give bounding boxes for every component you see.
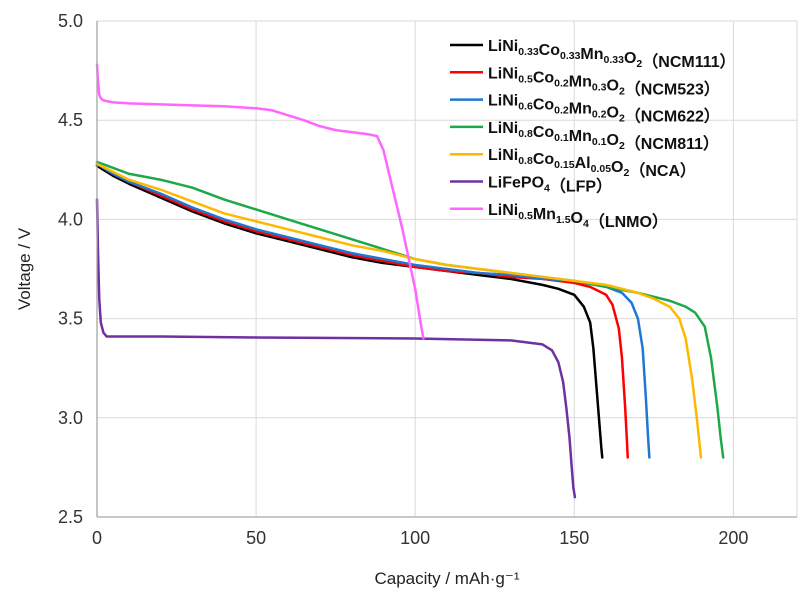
legend-label: LiNi0.8Co0.1Mn0.1O2（NCM811） (488, 120, 719, 153)
legend-label: LiNi0.8Co0.15Al0.05O2（NCA） (488, 147, 696, 180)
x-tick-label: 150 (559, 528, 589, 548)
y-tick-label: 5.0 (58, 11, 83, 31)
legend: LiNi0.33Co0.33Mn0.33O2（NCM111）LiNi0.5Co0… (450, 38, 736, 231)
y-tick-label: 2.5 (58, 507, 83, 527)
y-axis-label: Voltage / V (15, 227, 34, 310)
y-tick-label: 3.0 (58, 408, 83, 428)
series-line-4 (95, 162, 703, 459)
legend-item-2: LiNi0.6Co0.2Mn0.2O2（NCM622） (450, 93, 720, 126)
series-layer (95, 63, 725, 499)
x-tick-label: 100 (400, 528, 430, 548)
series-line-6 (95, 63, 425, 340)
x-tick-label: 200 (718, 528, 748, 548)
legend-item-0: LiNi0.33Co0.33Mn0.33O2（NCM111） (450, 38, 736, 71)
series-line-2 (95, 162, 651, 459)
series-line-1 (95, 162, 629, 459)
y-tick-label: 4.0 (58, 209, 83, 229)
axes (96, 21, 797, 518)
legend-label: LiFePO4（LFP） (488, 175, 612, 196)
tick-labels: 0 50 100 150 200 2.5 3.0 3.5 4.0 4.5 5.0 (58, 11, 748, 548)
legend-item-6: LiNi0.5Mn1.5O4（LNMO） (450, 202, 668, 231)
grid (97, 20, 798, 517)
series-line-5 (95, 198, 577, 499)
x-tick-label: 0 (92, 528, 102, 548)
legend-label: LiNi0.33Co0.33Mn0.33O2（NCM111） (488, 38, 736, 71)
legend-item-5: LiFePO4（LFP） (450, 175, 612, 196)
y-tick-label: 3.5 (58, 309, 83, 329)
legend-item-1: LiNi0.5Co0.2Mn0.3O2（NCM523） (450, 65, 720, 98)
y-tick-label: 4.5 (58, 110, 83, 130)
legend-label: LiNi0.5Co0.2Mn0.3O2（NCM523） (488, 65, 720, 98)
x-axis-label: Capacity / mAh·g⁻¹ (374, 569, 519, 588)
legend-item-3: LiNi0.8Co0.1Mn0.1O2（NCM811） (450, 120, 719, 153)
legend-label: LiNi0.6Co0.2Mn0.2O2（NCM622） (488, 93, 720, 126)
legend-item-4: LiNi0.8Co0.15Al0.05O2（NCA） (450, 147, 696, 180)
x-tick-label: 50 (246, 528, 266, 548)
legend-label: LiNi0.5Mn1.5O4（LNMO） (488, 202, 668, 231)
